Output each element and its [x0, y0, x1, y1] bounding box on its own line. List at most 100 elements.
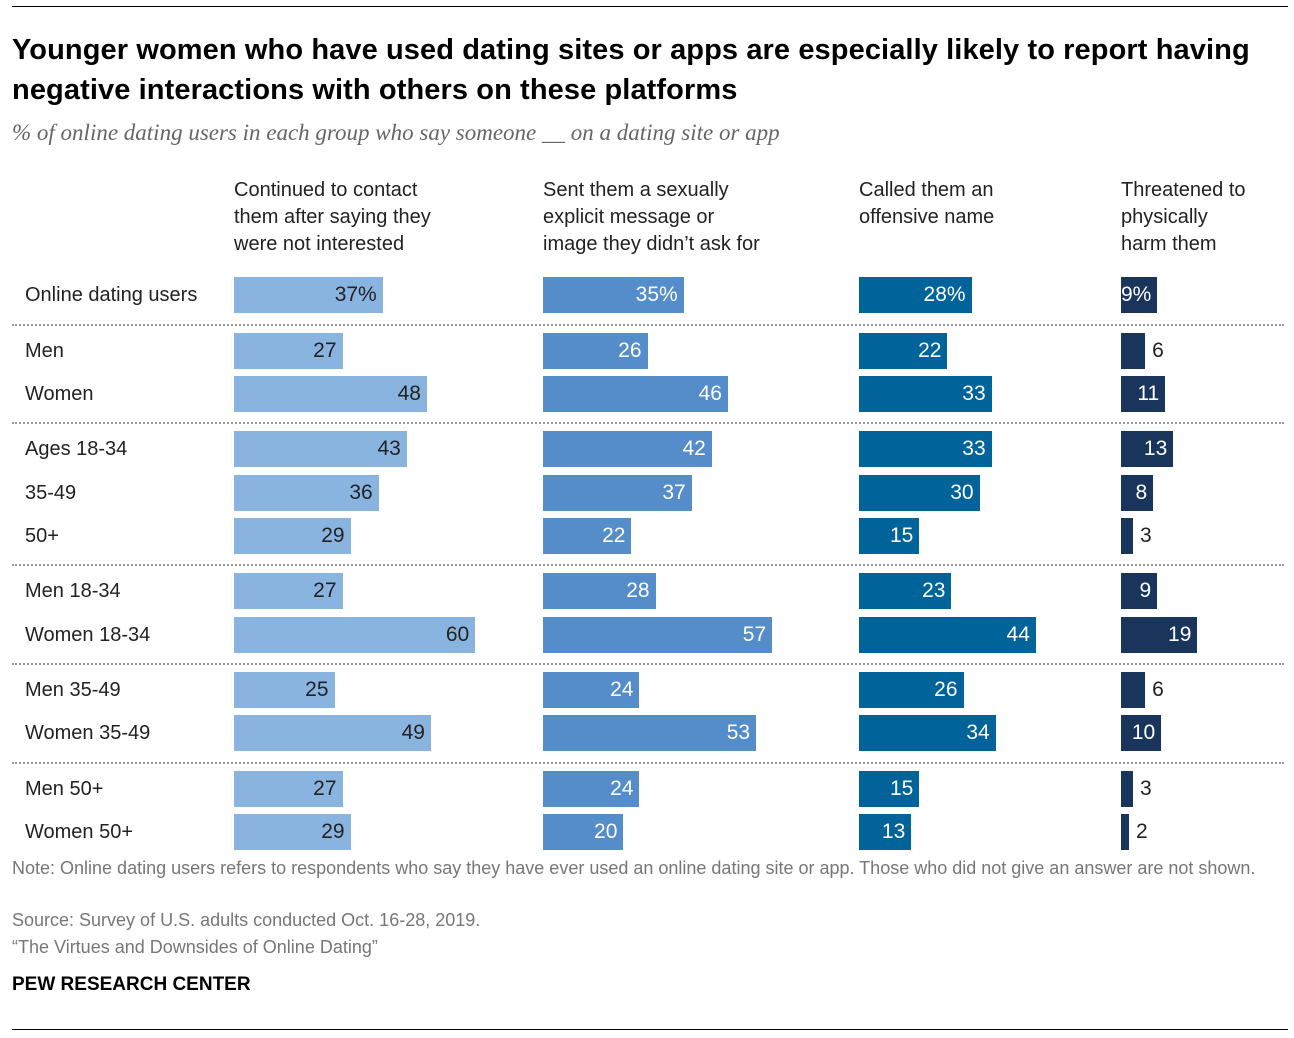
- bar: [234, 518, 351, 554]
- data-label: 33: [962, 382, 986, 405]
- note: Note: Online dating users refers to resp…: [12, 858, 1256, 878]
- group-separator: [12, 762, 1284, 764]
- bar: [1121, 518, 1134, 554]
- bar: [543, 518, 632, 554]
- column-header: Sent them a sexually explicit message or…: [543, 179, 760, 255]
- data-label: 29: [321, 524, 345, 547]
- data-label: 35%: [635, 283, 678, 306]
- bar: [859, 431, 992, 467]
- data-label: 37: [662, 481, 686, 504]
- bar: [859, 715, 996, 751]
- bar: [234, 431, 407, 467]
- bar: [859, 617, 1036, 653]
- data-label: 15: [889, 524, 914, 547]
- data-label: 57: [742, 623, 767, 646]
- row-label: Ages 18-34: [25, 438, 128, 460]
- data-label: 9%: [1121, 283, 1152, 306]
- source: Source: Survey of U.S. adults conducted …: [12, 910, 481, 930]
- bar: [1121, 617, 1198, 653]
- bar: [234, 475, 379, 511]
- data-label: 27: [313, 777, 337, 800]
- group-separator: [12, 422, 1284, 424]
- bar: [543, 715, 757, 751]
- data-label: 44: [1006, 623, 1030, 646]
- data-label: 46: [698, 382, 722, 405]
- data-label: 34: [966, 721, 990, 744]
- data-label: 42: [682, 437, 706, 460]
- chart-subtitle: % of online dating users in each group w…: [12, 120, 780, 145]
- bar: [543, 277, 684, 313]
- data-label: 9: [1139, 579, 1152, 602]
- data-label: 28%: [923, 283, 966, 306]
- bar: [543, 573, 656, 609]
- bar: [1121, 376, 1166, 412]
- bar: [859, 475, 980, 511]
- data-label: 24: [610, 777, 634, 800]
- bar: [1121, 475, 1154, 511]
- bar: [234, 617, 476, 653]
- bar: [543, 431, 712, 467]
- bar: [1121, 431, 1174, 467]
- bar: [543, 333, 648, 369]
- data-label: 11: [1137, 382, 1160, 405]
- report-title: “The Virtues and Downsides of Online Dat…: [12, 937, 378, 957]
- row-label: Online dating users: [25, 284, 198, 306]
- data-label: 19: [1168, 623, 1192, 646]
- bottom-rule: [12, 1029, 1288, 1030]
- chart-title: Younger women who have used dating sites…: [12, 34, 1250, 106]
- bar: [1121, 573, 1158, 609]
- group-separator: [12, 663, 1284, 665]
- bar: [1121, 771, 1134, 807]
- data-label: 30: [950, 481, 974, 504]
- bar: [1121, 333, 1146, 369]
- bar: [859, 277, 972, 313]
- bar: [234, 333, 343, 369]
- bar: [543, 376, 728, 412]
- data-label: 13: [1143, 437, 1168, 460]
- data-label: 33: [962, 437, 986, 460]
- row-label: 50+: [25, 525, 59, 547]
- bar: [543, 814, 624, 850]
- bar: [1121, 277, 1158, 313]
- row-label: Women 50+: [25, 821, 134, 843]
- data-label: 2: [1136, 820, 1148, 843]
- group-separator: [12, 324, 1284, 326]
- data-label: 29: [321, 820, 345, 843]
- data-label: 3: [1140, 524, 1152, 547]
- data-label: 49: [401, 721, 425, 744]
- bar: [859, 672, 964, 708]
- data-label: 25: [305, 678, 329, 701]
- data-label: 53: [726, 721, 751, 744]
- data-label: 37%: [334, 283, 377, 306]
- data-label: 36: [349, 481, 373, 504]
- data-label: 27: [313, 579, 337, 602]
- data-label: 6: [1152, 678, 1164, 701]
- data-label: 15: [889, 777, 914, 800]
- data-label: 13: [881, 820, 906, 843]
- bar: [1121, 672, 1146, 708]
- column-header: Called them an offensive name: [859, 179, 995, 228]
- data-label: 60: [445, 623, 470, 646]
- bar: [543, 771, 640, 807]
- bar: [234, 277, 383, 313]
- bar: [859, 771, 920, 807]
- row-label: Men: [25, 340, 64, 362]
- data-label: 23: [922, 579, 946, 602]
- bar: [859, 518, 920, 554]
- row-label: Men 35-49: [25, 679, 121, 701]
- bar: [234, 771, 343, 807]
- data-label: 26: [934, 678, 958, 701]
- bar: [1121, 814, 1130, 850]
- column-header: Threatened to physically harm them: [1121, 179, 1246, 255]
- data-label: 8: [1135, 481, 1148, 504]
- bar: [543, 617, 773, 653]
- column-header: Continued to contact them after saying t…: [234, 179, 431, 255]
- data-label: 3: [1140, 777, 1152, 800]
- bar: [859, 573, 952, 609]
- row-label: Women: [25, 383, 94, 405]
- bar: [234, 715, 431, 751]
- bar: [859, 814, 912, 850]
- bar: [859, 376, 992, 412]
- data-label: 24: [610, 678, 634, 701]
